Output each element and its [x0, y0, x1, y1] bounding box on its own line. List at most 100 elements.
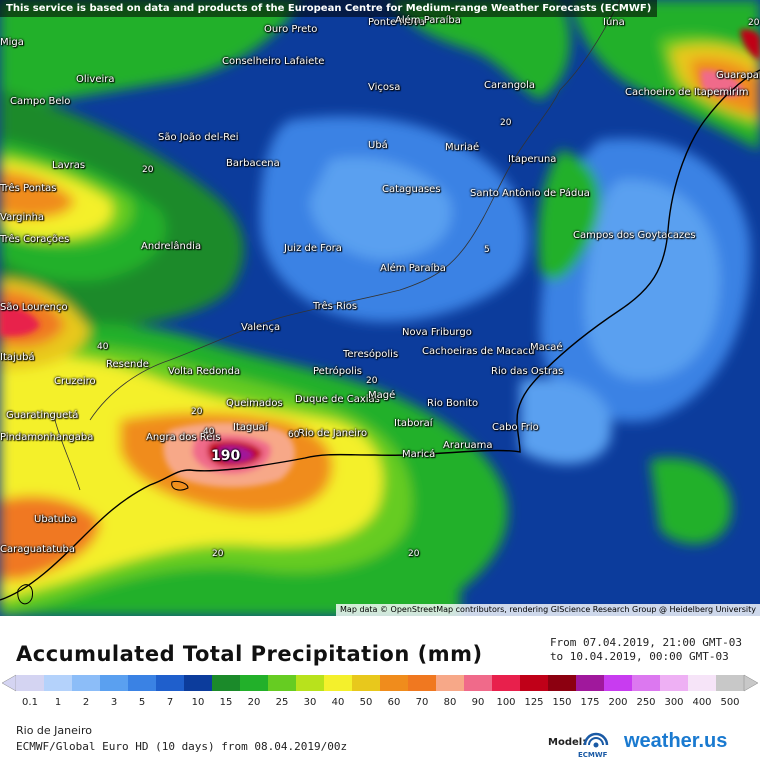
city-label: Santo Antônio de Pádua — [470, 188, 590, 199]
city-label: Volta Redonda — [168, 366, 241, 377]
period-to: to 10.04.2019, 00:00 GMT-03 — [549, 650, 729, 663]
city-label: Juiz de Fora — [284, 243, 342, 254]
city-label: Itajubá — [0, 352, 35, 363]
city-label: Três Pontas — [0, 183, 57, 194]
scale-swatch — [184, 675, 213, 691]
city-label: Itaboraí — [394, 418, 433, 429]
precipitation-map[interactable]: This service is based on data and produc… — [0, 0, 760, 616]
city-label: Três Corações — [0, 234, 70, 245]
chart-title: Accumulated Total Precipitation (mm) — [16, 642, 483, 666]
city-label: Itaguaí — [233, 422, 268, 433]
scale-tick-label: 2 — [82, 697, 90, 708]
ecmwf-logo-text: ECMWF — [578, 751, 608, 759]
city-label: Conselheiro Lafaiete — [222, 56, 325, 67]
city-label: Petrópolis — [313, 366, 362, 377]
scale-swatch — [100, 675, 129, 691]
city-label: Oliveira — [76, 74, 115, 85]
scale-swatch — [688, 675, 717, 691]
city-label: Caraguatatuba — [0, 544, 75, 555]
weather-us-logo[interactable]: weather.us — [624, 730, 728, 752]
scale-tick-label: 200 — [608, 697, 628, 708]
scale-swatch — [44, 675, 73, 691]
scale-arrow-high — [743, 674, 759, 692]
city-label: Cachoeiro de Itapemirim — [625, 87, 749, 98]
contour-label: 20 — [408, 549, 420, 559]
city-label: São João del-Rei — [158, 132, 239, 143]
city-label: Pindamonhangaba — [0, 432, 94, 443]
city-label: Macaé — [530, 342, 563, 353]
scale-swatch — [492, 675, 521, 691]
ecmwf-notice: This service is based on data and produc… — [0, 0, 658, 17]
contour-label: 20 — [212, 549, 224, 559]
scale-tick-label: 80 — [443, 697, 457, 708]
scale-tick-label: 20 — [247, 697, 261, 708]
location-label: Rio de Janeiro — [16, 724, 92, 737]
scale-swatch — [520, 675, 549, 691]
city-label: Ouro Preto — [264, 24, 318, 35]
city-label: Ubatuba — [34, 514, 77, 525]
city-label: Além Paraíba — [380, 263, 446, 274]
city-label: Viçosa — [368, 82, 401, 93]
contour-label: 20 — [191, 407, 203, 417]
map-attribution: Map data © OpenStreetMap contributors, r… — [336, 604, 760, 616]
scale-tick-label: 10 — [191, 697, 205, 708]
scale-swatch — [268, 675, 297, 691]
city-label: Guarapari — [716, 70, 760, 81]
city-label: Campo Belo — [10, 96, 71, 107]
scale-tick-label: 60 — [387, 697, 401, 708]
contour-label: 20 — [366, 376, 378, 386]
scale-swatch — [352, 675, 381, 691]
contour-label: 40 — [97, 342, 109, 352]
scale-tick-label: 300 — [664, 697, 684, 708]
city-label: Maricá — [402, 449, 436, 460]
scale-tick-label: 0.1 — [22, 697, 38, 708]
city-label: Miga — [0, 37, 24, 48]
city-label: Rio das Ostras — [491, 366, 564, 377]
scale-tick-label: 40 — [331, 697, 345, 708]
city-label: Cruzeiro — [54, 376, 96, 387]
city-label: Itaperuna — [508, 154, 557, 165]
city-label: Cabo Frio — [492, 422, 539, 433]
city-label: Campos dos Goytacazes — [573, 230, 696, 241]
contour-label: 20 — [500, 118, 512, 128]
scale-tick-label: 150 — [552, 697, 572, 708]
contour-label: 40 — [203, 427, 215, 437]
scale-swatch — [128, 675, 157, 691]
scale-tick-label: 90 — [471, 697, 485, 708]
scale-swatch — [296, 675, 325, 691]
model-label: Model: — [548, 737, 587, 748]
city-label: Teresópolis — [343, 349, 399, 360]
scale-swatch — [604, 675, 633, 691]
city-label: Guaratinguetá — [6, 410, 79, 421]
city-label: Valença — [241, 322, 281, 333]
scale-tick-label: 50 — [359, 697, 373, 708]
scale-swatch — [380, 675, 409, 691]
scale-swatch — [660, 675, 689, 691]
city-label: Andrelândia — [141, 241, 202, 252]
scale-tick-label: 400 — [692, 697, 712, 708]
scale-swatch — [156, 675, 185, 691]
scale-tick-label: 1 — [54, 697, 62, 708]
scale-tick-label: 175 — [580, 697, 600, 708]
contour-label: 5 — [484, 245, 490, 255]
city-label: Varginha — [0, 212, 45, 223]
scale-tick-label: 125 — [524, 697, 544, 708]
city-label: Angra dos Reis — [146, 432, 221, 443]
city-label: Rio de Janeiro — [298, 428, 368, 439]
max-value-label: 190 — [211, 448, 241, 464]
city-label: Três Rios — [313, 301, 358, 312]
scale-tick-label: 7 — [166, 697, 174, 708]
city-label: Nova Friburgo — [402, 327, 472, 338]
city-label: Araruama — [443, 440, 493, 451]
scale-swatch — [576, 675, 605, 691]
precipitation-field — [0, 0, 760, 616]
scale-tick-label: 3 — [110, 697, 118, 708]
forecast-period: From 07.04.2019, 21:00 GMT-03 to 10.04.2… — [550, 636, 742, 664]
city-label: Muriaé — [445, 142, 480, 153]
scale-swatch — [548, 675, 577, 691]
scale-tick-label: 25 — [275, 697, 289, 708]
city-label: Carangola — [484, 80, 536, 91]
model-info: ECMWF/Global Euro HD (10 days) from 08.0… — [16, 740, 348, 753]
scale-tick-label: 5 — [138, 697, 146, 708]
city-label: Iúna — [603, 17, 625, 28]
